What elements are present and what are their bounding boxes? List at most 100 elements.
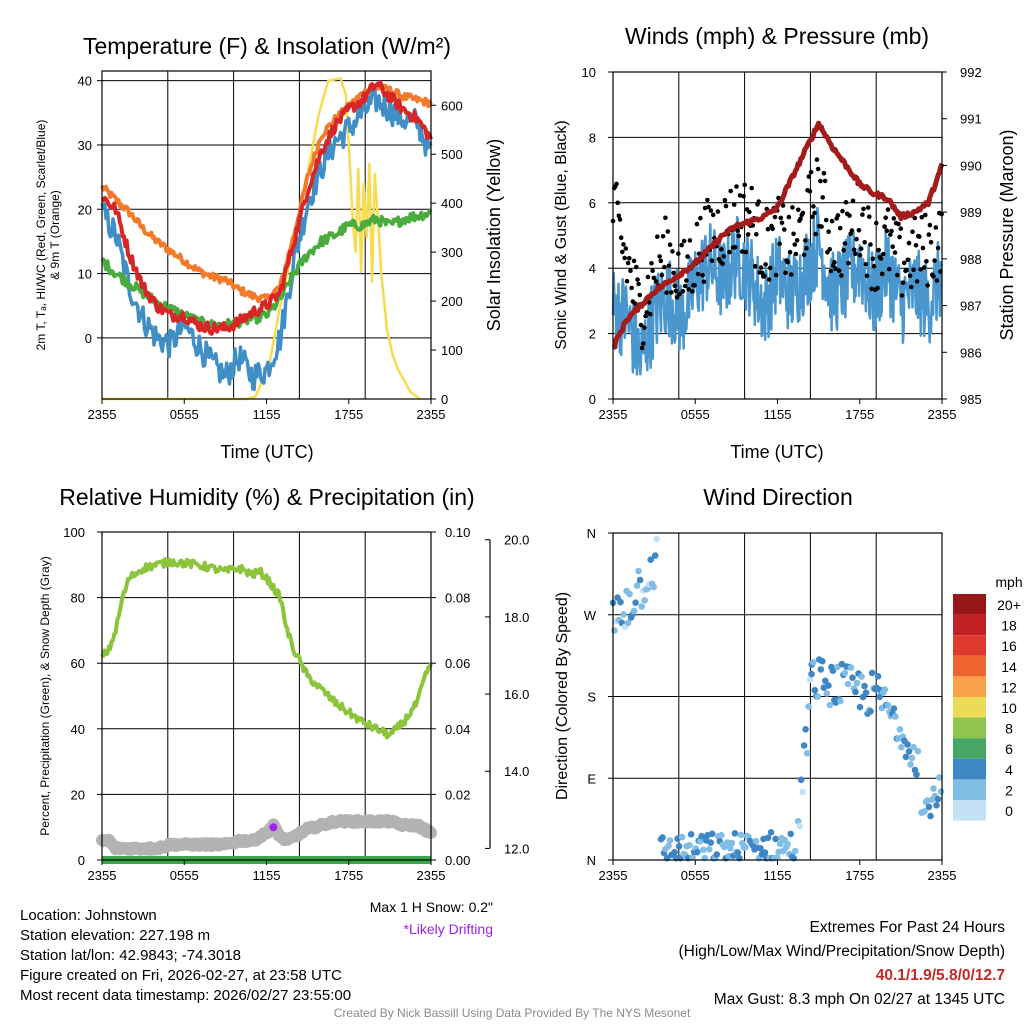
wind-ytick-label: 6	[589, 196, 596, 211]
wind-gust-point	[896, 221, 901, 227]
dir-point	[624, 619, 632, 627]
dir-point	[908, 754, 916, 762]
dir-point	[907, 761, 914, 768]
wind-gust-point	[921, 265, 927, 270]
dir-ytick-label: N	[587, 853, 596, 868]
temp-xtick-label: 1755	[334, 407, 363, 422]
wind-gust-point	[623, 246, 629, 251]
wind-gust-point	[740, 249, 745, 254]
wind-gust-point	[927, 222, 933, 228]
dir-ytick-label: N	[587, 526, 596, 541]
dir-legend-swatch	[953, 717, 986, 739]
dir-ytick-label: E	[587, 771, 596, 786]
wind-gust-point	[638, 322, 644, 328]
wind-gust-point	[624, 278, 630, 284]
dir-point	[776, 840, 784, 848]
wind-gust-point	[882, 224, 887, 229]
wind-gust-point	[924, 259, 929, 264]
dir-point	[638, 603, 645, 610]
temp-xtick-label: 1155	[253, 407, 281, 422]
dir-point	[937, 788, 945, 795]
wind-gust-point	[919, 214, 925, 220]
wind-gust-point	[627, 255, 632, 261]
wind-gust-point	[862, 240, 867, 245]
wind-xtick-label: 0555	[681, 407, 710, 422]
dir-point	[819, 657, 826, 665]
dir-point	[742, 844, 749, 851]
wind-gust-point	[660, 234, 666, 239]
wind-gust-point	[763, 262, 768, 267]
temp-series-solar-insolation	[102, 77, 421, 401]
wind-rtick-label: 985	[960, 392, 982, 407]
wind-gust-point	[857, 252, 863, 258]
wind-gust-point	[643, 313, 648, 319]
rh-title: Relative Humidity (%) & Precipitation (i…	[59, 484, 474, 510]
wind-gust-point	[770, 226, 775, 232]
dir-point	[803, 750, 811, 757]
dir-legend-swatch	[953, 614, 986, 636]
dir-point	[767, 829, 775, 836]
wind-gust-point	[745, 232, 751, 237]
wind-rtick-label: 987	[960, 299, 982, 314]
wind-gust-point	[854, 236, 859, 242]
wind-gust-point	[698, 215, 703, 221]
dir-point	[849, 674, 856, 681]
extremes-header: Extremes For Past 24 Hours	[809, 919, 1005, 936]
dir-point	[800, 742, 808, 749]
dir-legend-swatch	[953, 697, 986, 718]
dir-point	[707, 839, 714, 846]
dir-legend-label: 12	[1001, 679, 1017, 695]
wind-gust-point	[632, 301, 638, 306]
wind-gust-point	[743, 249, 749, 255]
dir-legend-label: 6	[1005, 741, 1013, 757]
wind-gust-point	[641, 341, 646, 346]
dir-point	[810, 659, 817, 666]
wind-gust-point	[801, 252, 807, 258]
dir-point	[757, 845, 764, 852]
dir-point	[728, 839, 736, 847]
rh-series-snow-depth	[96, 813, 437, 856]
wind-gust-point	[749, 185, 754, 191]
wind-gust-point	[910, 229, 915, 235]
wind-gust-point	[669, 290, 674, 295]
wind-gust-point	[875, 285, 880, 291]
wind-gust-point	[890, 244, 895, 249]
wind-gust-point	[629, 285, 634, 291]
wind-gust-point	[853, 251, 858, 257]
dir-legend-label: 14	[1001, 659, 1017, 675]
wind-gust-point	[786, 214, 792, 220]
wind-gust-point	[735, 228, 740, 233]
wind-gust-point	[783, 270, 788, 276]
dir-point	[696, 838, 704, 845]
wind-gust-point	[914, 279, 920, 284]
wind-gust-point	[933, 225, 939, 230]
dir-point	[686, 841, 693, 849]
dir-point	[896, 726, 904, 733]
temp-xtick-label: 2355	[417, 407, 446, 422]
wind-ytick-label: 2	[589, 327, 596, 342]
wind-gust-point	[808, 169, 814, 175]
dir-xtick-label: 0555	[681, 868, 710, 883]
station-location: Location: Johnstown	[20, 907, 157, 924]
rh-xtick-label: 2355	[417, 868, 446, 883]
wind-xlabel: Time (UTC)	[730, 442, 823, 462]
wind-gust-point	[677, 291, 682, 297]
wind-gust-point	[856, 228, 862, 233]
wind-gust-point	[684, 278, 689, 283]
rh-xtick-label: 2355	[88, 868, 117, 883]
wind-gust-point	[681, 238, 687, 244]
dir-title: Wind Direction	[703, 484, 853, 510]
dir-point	[927, 812, 934, 820]
dir-point	[914, 747, 922, 755]
dir-point	[617, 598, 624, 606]
max-snow-note: Max 1 H Snow: 0.2"	[369, 899, 493, 915]
wind-gust-point	[820, 195, 825, 200]
wind-gust-point	[897, 234, 902, 240]
wind-gust-point	[863, 262, 869, 267]
wind-gust-point	[841, 247, 846, 253]
dir-point	[853, 679, 861, 687]
wind-series-station-pressure	[611, 120, 945, 350]
wind-gust-point	[649, 261, 654, 266]
rh-xtick-label: 1755	[334, 868, 363, 883]
dir-point	[665, 842, 672, 850]
